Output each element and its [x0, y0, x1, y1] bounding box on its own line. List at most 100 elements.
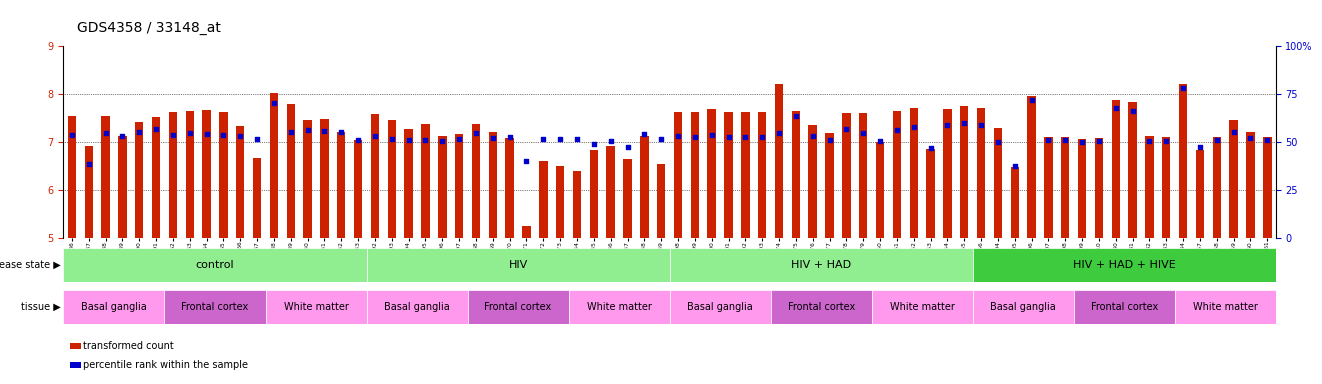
Point — [1206, 137, 1227, 143]
Bar — [135, 122, 143, 238]
Point — [246, 136, 267, 142]
Point — [348, 137, 369, 143]
Text: White matter: White matter — [587, 302, 652, 312]
Bar — [572, 171, 582, 238]
Text: Frontal cortex: Frontal cortex — [181, 302, 249, 312]
Bar — [640, 136, 649, 238]
Point — [953, 120, 974, 126]
Point — [1038, 137, 1059, 143]
Bar — [724, 112, 732, 238]
Text: Frontal cortex: Frontal cortex — [484, 302, 551, 312]
Bar — [253, 158, 262, 238]
Bar — [590, 150, 598, 238]
Text: tissue ▶: tissue ▶ — [21, 302, 61, 312]
Point — [735, 134, 756, 140]
Text: Basal ganglia: Basal ganglia — [687, 302, 754, 312]
Point — [213, 132, 234, 139]
Point — [533, 136, 554, 142]
Bar — [63, 290, 164, 324]
Point — [500, 134, 521, 140]
Point — [432, 137, 453, 144]
Point — [1055, 137, 1076, 143]
Bar — [1247, 132, 1255, 238]
Bar — [422, 124, 430, 238]
Bar — [1044, 137, 1052, 238]
Bar — [164, 290, 266, 324]
Point — [886, 126, 907, 132]
Bar — [960, 106, 969, 238]
Point — [1122, 108, 1144, 114]
Bar — [557, 166, 564, 238]
Bar — [1145, 136, 1154, 238]
Bar — [568, 290, 670, 324]
Point — [818, 137, 839, 143]
Bar — [438, 136, 447, 238]
Bar — [1196, 150, 1204, 238]
Point — [483, 135, 504, 141]
Bar — [320, 119, 329, 238]
Bar — [266, 290, 366, 324]
Text: Basal ganglia: Basal ganglia — [385, 302, 449, 312]
Point — [600, 137, 621, 144]
Point — [196, 131, 217, 137]
Point — [1005, 163, 1026, 169]
Bar — [670, 290, 771, 324]
Bar — [472, 124, 480, 238]
Bar — [674, 112, 682, 238]
Text: control: control — [196, 260, 234, 270]
Bar — [623, 159, 632, 238]
Bar — [169, 112, 177, 238]
Text: percentile rank within the sample: percentile rank within the sample — [83, 360, 249, 370]
Point — [230, 133, 251, 139]
Bar — [1175, 290, 1276, 324]
Bar — [337, 131, 345, 238]
Bar — [1112, 100, 1120, 238]
Bar — [994, 127, 1002, 238]
Bar — [876, 142, 884, 238]
Bar — [977, 108, 985, 238]
Bar — [973, 290, 1073, 324]
Text: Basal ganglia: Basal ganglia — [81, 302, 147, 312]
Bar — [152, 117, 160, 238]
Point — [970, 122, 992, 128]
Text: GDS4358 / 33148_at: GDS4358 / 33148_at — [77, 21, 221, 35]
Point — [550, 136, 571, 142]
Point — [1173, 85, 1194, 91]
Point — [398, 137, 419, 143]
Text: disease state ▶: disease state ▶ — [0, 260, 61, 270]
Bar — [742, 112, 750, 238]
Bar — [1027, 96, 1036, 238]
Point — [313, 127, 334, 134]
Point — [1223, 128, 1244, 135]
Text: Frontal cortex: Frontal cortex — [1091, 302, 1158, 312]
Point — [112, 133, 134, 139]
Bar — [707, 109, 717, 238]
Bar — [1073, 290, 1175, 324]
Text: White matter: White matter — [890, 302, 954, 312]
Bar — [657, 164, 665, 238]
Point — [1257, 137, 1278, 143]
Point — [297, 126, 319, 132]
Bar — [522, 226, 530, 238]
Point — [415, 137, 436, 143]
Point — [701, 132, 722, 139]
Bar — [927, 149, 935, 238]
Bar — [370, 114, 379, 238]
Bar — [102, 116, 110, 238]
Point — [836, 126, 857, 132]
Bar — [771, 290, 871, 324]
Point — [853, 131, 874, 137]
Bar — [237, 126, 245, 238]
Point — [61, 132, 82, 138]
Bar — [366, 290, 468, 324]
Point — [1190, 144, 1211, 151]
Bar — [118, 136, 127, 238]
Text: HIV + HAD + HIVE: HIV + HAD + HIVE — [1073, 260, 1175, 270]
Text: transformed count: transformed count — [83, 341, 175, 351]
Bar — [202, 111, 210, 238]
Bar — [1010, 167, 1019, 238]
Bar — [85, 146, 93, 238]
Point — [465, 130, 486, 136]
Point — [1138, 137, 1159, 144]
Point — [752, 134, 773, 141]
